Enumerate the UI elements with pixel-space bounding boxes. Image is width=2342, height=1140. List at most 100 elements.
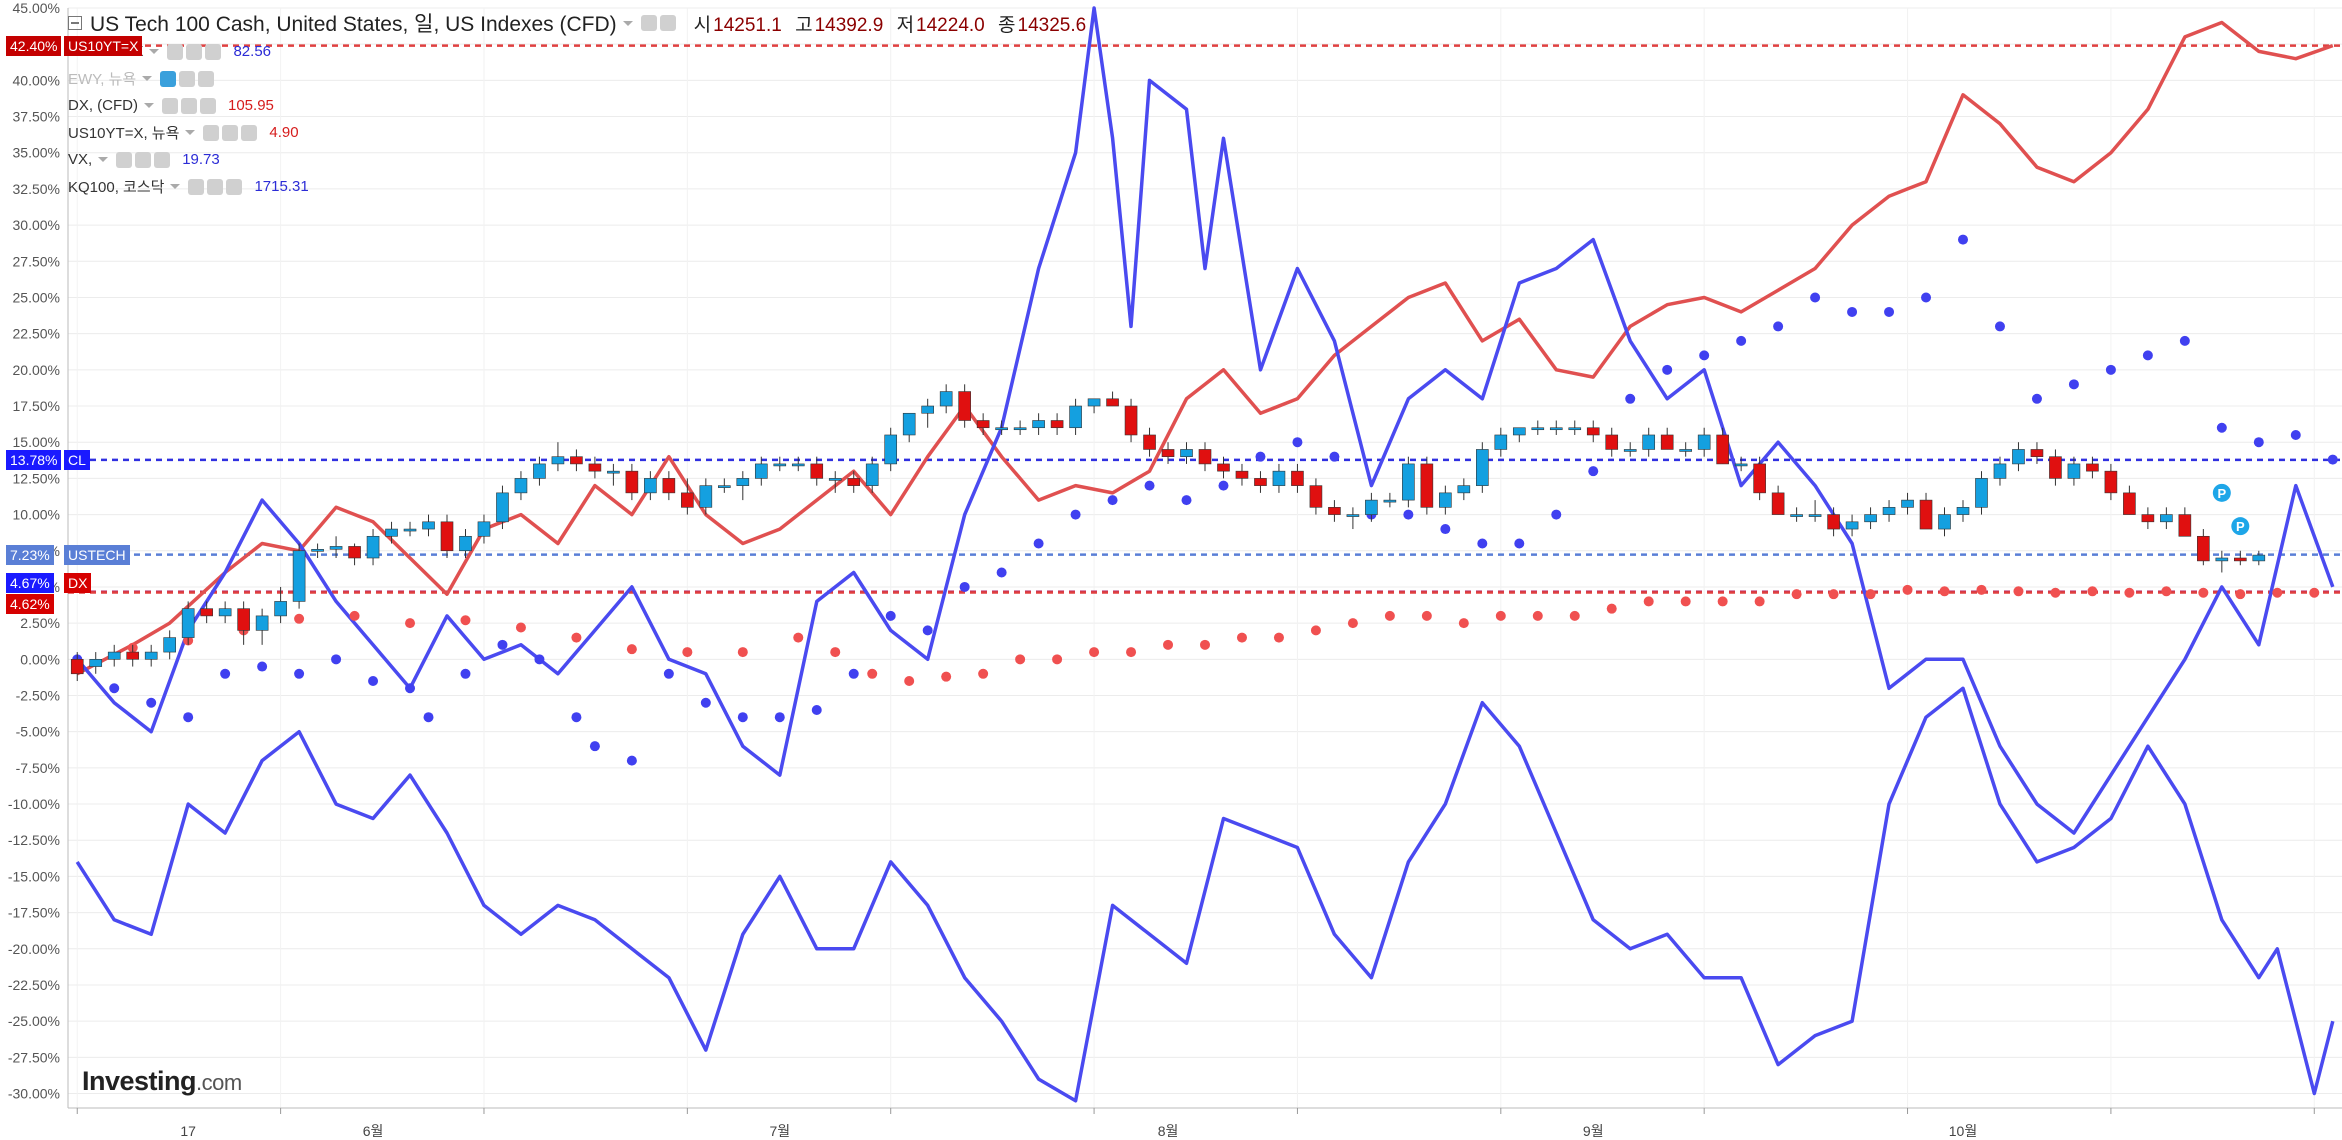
candle-body (1512, 427, 1526, 436)
x-tick-label: 10월 (1949, 1123, 1977, 1139)
series-dot (1477, 538, 1488, 549)
candle-body (2215, 557, 2229, 562)
candle-body (1180, 449, 1193, 457)
series-dot (1255, 451, 1266, 462)
indicator-row[interactable]: VX, 19.73 (68, 146, 1086, 173)
series-dot (2050, 587, 2061, 598)
gear-icon[interactable] (207, 178, 224, 195)
series-dot (368, 676, 379, 687)
series-dot (922, 625, 933, 636)
y-tick-label: -30.00% (8, 1086, 60, 1102)
chevron-down-icon[interactable] (149, 49, 160, 54)
series-dot (1236, 632, 1247, 643)
chevron-down-icon[interactable] (142, 76, 153, 81)
chevron-down-icon[interactable] (98, 157, 109, 162)
eye-icon[interactable] (188, 178, 205, 195)
y-tick-label: 35.00% (13, 145, 60, 161)
eye-icon[interactable] (162, 97, 178, 114)
candle-body (1827, 514, 1840, 530)
series-dot (1273, 632, 1284, 643)
eye-icon[interactable] (203, 124, 220, 141)
series-dot (423, 712, 434, 723)
eye-icon[interactable] (640, 15, 657, 31)
indicator-controls (167, 43, 222, 60)
candle-body (1254, 478, 1267, 486)
series-dot (1994, 321, 2005, 332)
candle-body (329, 546, 343, 550)
candle-body (1476, 449, 1489, 486)
y-tick-label: -27.50% (8, 1049, 60, 1065)
candle-body (828, 478, 842, 481)
series-dot (1052, 654, 1063, 665)
series-dot (959, 581, 970, 592)
candle-body (1013, 427, 1027, 431)
close-icon[interactable] (200, 97, 216, 114)
ohlc-readout: 시 14251.1 고 14392.9 저 14224.0 종 14325.6 (686, 10, 1087, 37)
candle-body (1938, 514, 1951, 530)
candle-body (200, 608, 213, 617)
series-dot (996, 567, 1007, 578)
candle-body (126, 651, 140, 660)
indicator-row[interactable]: DX, (CFD) 105.95 (68, 92, 1086, 119)
series-dot (2272, 587, 2283, 598)
gear-icon[interactable] (659, 15, 676, 31)
candle-body (1549, 427, 1563, 431)
series-dot (904, 676, 915, 687)
series-dot (2124, 587, 2135, 598)
series-dot (2198, 587, 2209, 598)
price-tag-symbol: US10YT=X (64, 35, 143, 56)
series-dot (534, 654, 545, 665)
chevron-down-icon[interactable] (185, 130, 196, 135)
y-tick-label: -17.50% (8, 905, 60, 921)
chevron-down-icon[interactable] (622, 20, 633, 26)
chevron-down-icon[interactable] (144, 103, 154, 108)
close-icon[interactable] (241, 124, 258, 141)
series-dot (1421, 610, 1432, 621)
series-dot (1699, 350, 1710, 361)
close-icon[interactable] (226, 178, 243, 195)
series-dot (2087, 586, 2098, 597)
price-tag-percent: 42.40% (6, 35, 62, 56)
gear-icon[interactable] (135, 151, 152, 168)
gear-icon[interactable] (179, 70, 196, 87)
indicator-row[interactable]: US10YT=X82.56 (68, 38, 1086, 65)
close-icon[interactable] (198, 70, 215, 87)
candle-body (1272, 470, 1286, 486)
eye-icon[interactable] (160, 70, 177, 87)
candle-body (2030, 449, 2044, 457)
event-marker-label: P (2217, 486, 2226, 501)
event-marker-icon (2212, 483, 2231, 502)
series-dot (737, 712, 748, 723)
gear-icon[interactable] (222, 124, 239, 141)
collapse-icon[interactable] (68, 16, 82, 30)
series-dot (941, 671, 952, 682)
chevron-down-icon[interactable] (170, 184, 181, 189)
legend: US Tech 100 Cash, United States, 일, US I… (68, 8, 1086, 200)
price-tag-symbol: USTECH (64, 544, 130, 565)
indicator-row[interactable]: EWY, 뉴욕 (68, 65, 1086, 92)
candle-body (1124, 405, 1138, 436)
candle-body (681, 492, 694, 508)
candle-body (1439, 492, 1452, 508)
series-dot (1458, 618, 1469, 629)
series-dot (1754, 596, 1765, 607)
indicator-row[interactable]: US10YT=X, 뉴욕 4.90 (68, 119, 1086, 146)
candle-body (662, 478, 676, 494)
y-tick-label: 22.50% (13, 326, 60, 342)
eye-icon[interactable] (167, 43, 184, 60)
close-icon[interactable] (154, 151, 171, 168)
series-dot (220, 668, 231, 679)
series-dot (1347, 618, 1358, 629)
candle-body (1716, 434, 1729, 465)
indicator-row[interactable]: KQ100, 코스닥 1715.31 (68, 173, 1086, 200)
candle-body (551, 456, 565, 465)
close-icon[interactable] (205, 43, 222, 60)
price-tag-percent: 7.23% (6, 544, 54, 565)
eye-icon[interactable] (116, 151, 133, 168)
series-dot (1976, 584, 1987, 595)
gear-icon[interactable] (186, 43, 203, 60)
candle-body (1309, 485, 1323, 508)
candle-body (736, 478, 750, 486)
series-dot (1200, 639, 1210, 650)
gear-icon[interactable] (181, 97, 197, 114)
